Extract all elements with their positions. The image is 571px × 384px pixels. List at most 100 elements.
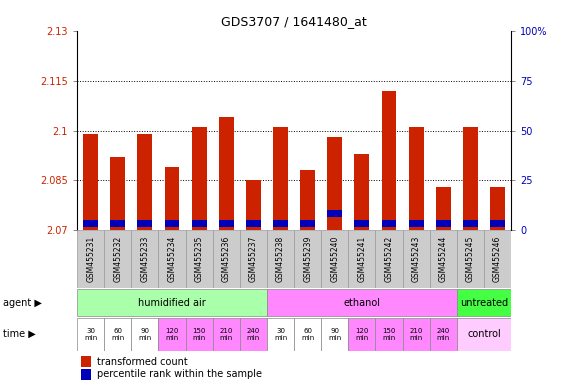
Bar	[490, 187, 505, 230]
Bar	[430, 318, 457, 351]
Bar	[219, 220, 234, 227]
Bar	[82, 356, 91, 367]
Bar	[273, 127, 288, 230]
Text: GSM455233: GSM455233	[140, 236, 150, 283]
Text: GSM455244: GSM455244	[439, 236, 448, 283]
Bar	[436, 187, 451, 230]
Bar	[348, 230, 376, 288]
Text: 60
min: 60 min	[111, 328, 124, 341]
Text: 240
min: 240 min	[247, 328, 260, 341]
Bar	[186, 230, 213, 288]
Text: 120
min: 120 min	[166, 328, 179, 341]
Bar	[457, 230, 484, 288]
Text: GSM455234: GSM455234	[167, 236, 176, 283]
Title: GDS3707 / 1641480_at: GDS3707 / 1641480_at	[221, 15, 367, 28]
Text: 90
min: 90 min	[138, 328, 151, 341]
Bar	[267, 318, 294, 351]
Text: 60
min: 60 min	[301, 328, 314, 341]
Bar	[490, 220, 505, 227]
Bar	[403, 318, 430, 351]
Bar	[273, 220, 288, 227]
Bar	[300, 170, 315, 230]
Text: GSM455235: GSM455235	[195, 236, 204, 283]
Text: GSM455240: GSM455240	[330, 236, 339, 283]
Bar	[164, 167, 179, 230]
Bar	[436, 220, 451, 227]
Text: GSM455245: GSM455245	[466, 236, 475, 283]
Text: GSM455239: GSM455239	[303, 236, 312, 283]
Text: GSM455241: GSM455241	[357, 236, 367, 282]
Bar	[457, 318, 511, 351]
Bar	[457, 290, 511, 316]
Text: GSM455237: GSM455237	[249, 236, 258, 283]
Text: GSM455231: GSM455231	[86, 236, 95, 282]
Bar	[131, 318, 159, 351]
Bar	[83, 134, 98, 230]
Text: time ▶: time ▶	[3, 329, 35, 339]
Bar	[82, 369, 91, 379]
Text: agent ▶: agent ▶	[3, 298, 42, 308]
Bar	[321, 318, 348, 351]
Text: ethanol: ethanol	[343, 298, 380, 308]
Bar	[403, 230, 430, 288]
Bar	[159, 230, 186, 288]
Bar	[463, 220, 478, 227]
Bar	[246, 180, 261, 230]
Bar	[138, 220, 152, 227]
Text: humidified air: humidified air	[138, 298, 206, 308]
Bar	[409, 127, 424, 230]
Text: 210
min: 210 min	[409, 328, 423, 341]
Text: 210
min: 210 min	[220, 328, 233, 341]
Bar	[321, 230, 348, 288]
Text: GSM455243: GSM455243	[412, 236, 421, 283]
Bar	[164, 220, 179, 227]
Bar	[110, 220, 125, 227]
Bar	[355, 154, 369, 230]
Bar	[77, 230, 104, 288]
Text: transformed count: transformed count	[96, 357, 187, 367]
Bar	[430, 230, 457, 288]
Bar	[77, 318, 104, 351]
Text: GSM455232: GSM455232	[113, 236, 122, 282]
Bar	[192, 220, 207, 227]
Bar	[240, 318, 267, 351]
Text: 30
min: 30 min	[274, 328, 287, 341]
Bar	[104, 318, 131, 351]
Bar	[484, 230, 511, 288]
Text: GSM455238: GSM455238	[276, 236, 285, 282]
Bar	[409, 220, 424, 227]
Bar	[463, 127, 478, 230]
Text: 150
min: 150 min	[192, 328, 206, 341]
Bar	[213, 230, 240, 288]
Bar	[138, 134, 152, 230]
Bar	[77, 290, 267, 316]
Bar	[381, 220, 396, 227]
Text: 90
min: 90 min	[328, 328, 341, 341]
Bar	[376, 230, 403, 288]
Bar	[376, 318, 403, 351]
Text: GSM455236: GSM455236	[222, 236, 231, 283]
Bar	[300, 220, 315, 227]
Bar	[192, 127, 207, 230]
Text: 30
min: 30 min	[84, 328, 97, 341]
Bar	[294, 230, 321, 288]
Bar	[213, 318, 240, 351]
Bar	[240, 230, 267, 288]
Text: 150
min: 150 min	[383, 328, 396, 341]
Text: 240
min: 240 min	[437, 328, 450, 341]
Bar	[246, 220, 261, 227]
Text: untreated: untreated	[460, 298, 508, 308]
Bar	[327, 210, 342, 217]
Bar	[131, 230, 159, 288]
Bar	[355, 220, 369, 227]
Text: 120
min: 120 min	[355, 328, 368, 341]
Bar	[219, 117, 234, 230]
Bar	[294, 318, 321, 351]
Bar	[104, 230, 131, 288]
Bar	[186, 318, 213, 351]
Text: GSM455246: GSM455246	[493, 236, 502, 283]
Bar	[381, 91, 396, 230]
Bar	[327, 137, 342, 230]
Bar	[348, 318, 376, 351]
Bar	[110, 157, 125, 230]
